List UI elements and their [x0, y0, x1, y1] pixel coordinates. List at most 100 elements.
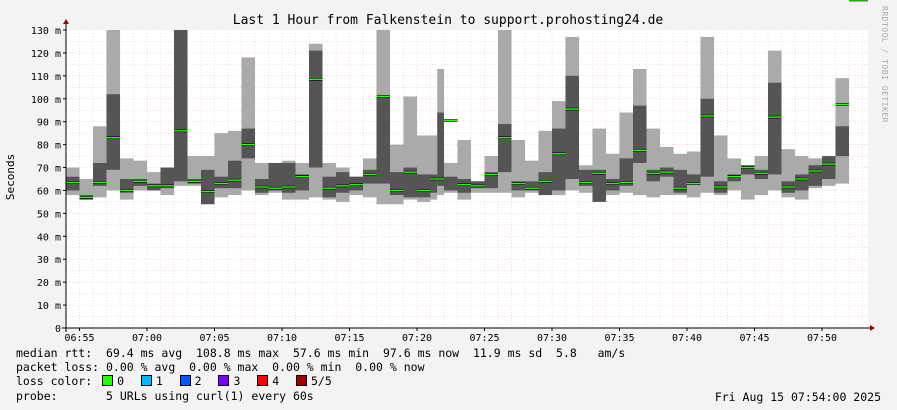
smoke-inner-bar: [417, 174, 431, 198]
x-tick-label: 07:15: [334, 333, 364, 344]
smoke-outer-bar: [646, 128, 660, 198]
y-tick-label: 110 m: [31, 72, 61, 83]
smoke-inner-bar: [484, 172, 498, 189]
smoke-inner-bar: [822, 156, 836, 179]
smoke-inner-bar: [376, 96, 390, 184]
smoke-inner-bar: [437, 112, 444, 186]
smoke-inner-bar: [106, 94, 120, 170]
y-tick-labels: 0 10 m 20 m 30 m 40 m 50 m 60 m 70 m 80 m 90 m 100…: [31, 26, 66, 335]
rrdtool-watermark: RRDTOOL / TOBI OETIKER: [880, 6, 889, 123]
loss-color-swatch-icon: [140, 375, 152, 386]
smoke-inner-bar: [511, 181, 525, 191]
smoke-inner-bar: [295, 174, 309, 191]
smoke-inner-bar: [282, 162, 296, 193]
smoke-inner-bar: [633, 105, 647, 163]
loss-color-swatch-label: 3: [233, 374, 255, 388]
smoke-outer-bar: [714, 135, 728, 196]
probe-line: probe: 5 URLs using curl(1) every 60s: [16, 389, 314, 403]
smoke-inner-bar: [687, 174, 701, 184]
smoke-inner-bar: [646, 169, 660, 182]
x-tick-labels: 06:55 07:00 07:05 07:10 07:15 07:20 07:25 07:30…: [64, 328, 837, 344]
smoke-outer-bar: [133, 160, 147, 191]
loss-color-swatch-label: 5/5: [311, 374, 346, 388]
smoke-outer-bar: [187, 156, 201, 186]
loss-color-swatch-label: 4: [272, 374, 294, 388]
smoke-inner-bar: [565, 75, 579, 179]
smoke-inner-bar: [538, 172, 552, 196]
y-tick-label: 100 m: [31, 95, 61, 106]
x-tick-label: 07:50: [807, 333, 837, 344]
axes: [62, 19, 875, 332]
smoke-inner-bar: [768, 82, 782, 175]
median-rtt-line: median rtt: 69.4 ms avg 108.8 ms max 57.…: [16, 346, 626, 360]
smoke-inner-bar: [430, 174, 438, 193]
smoke-inner-bar: [741, 165, 755, 175]
y-tick-label: 90 m: [37, 118, 61, 129]
smoke-inner-bar: [201, 169, 215, 205]
loss-color-swatch-label: 1: [155, 374, 177, 388]
x-tick-label: 07:25: [469, 333, 499, 344]
y-tick-label: 130 m: [31, 26, 61, 37]
x-tick-label: 07:45: [739, 333, 769, 344]
x-tick-label: 06:55: [64, 333, 94, 344]
x-axis-arrow: [870, 325, 875, 331]
loss-color-line: loss color: 0 1 2 3 4 5/5: [16, 375, 346, 388]
smoke-inner-bar: [795, 174, 809, 191]
loss-color-swatch-label: 2: [194, 374, 216, 388]
smoke-outer-bar: [79, 179, 93, 200]
x-tick-label: 07:20: [402, 333, 432, 344]
y-axis-arrow: [63, 19, 69, 24]
x-tick-label: 07:05: [199, 333, 229, 344]
smoke-inner-bar: [444, 176, 458, 191]
y-tick-label: 0: [55, 324, 61, 335]
loss-color-label: loss color:: [16, 374, 93, 388]
timestamp: Fri Aug 15 07:54:00 2025: [714, 390, 881, 404]
x-tick-label: 07:35: [604, 333, 634, 344]
y-tick-label: 120 m: [31, 49, 61, 60]
smoke-inner-bar: [93, 162, 107, 186]
x-tick-label: 07:40: [672, 333, 702, 344]
loss-color-swatch-label: 0: [117, 374, 138, 388]
smoke-outer-bar: [93, 126, 107, 198]
y-tick-label: 10 m: [37, 301, 61, 312]
smoke-inner-bar: [268, 162, 282, 191]
smoke-inner-bar: [552, 128, 566, 191]
smoke-bars: [66, 0, 868, 205]
loss-color-swatch-icon: [218, 375, 230, 386]
y-tick-label: 30 m: [37, 255, 61, 266]
y-axis-label: Seconds: [4, 154, 17, 200]
smoke-inner-bar: [363, 169, 377, 184]
smoke-inner-bar: [525, 181, 539, 191]
y-tick-label: 50 m: [37, 209, 61, 220]
y-tick-label: 70 m: [37, 164, 61, 175]
smoke-inner-bar: [592, 169, 606, 202]
y-tick-label: 40 m: [37, 232, 61, 243]
loss-color-swatch-icon: [179, 375, 191, 386]
smoke-inner-bar: [228, 160, 242, 189]
x-tick-label: 07:10: [267, 333, 297, 344]
smoke-inner-bar: [336, 172, 350, 193]
loss-color-swatch-icon: [257, 375, 269, 386]
smoke-inner-bar: [309, 50, 323, 168]
y-tick-label: 20 m: [37, 278, 61, 289]
smoke-inner-bar: [403, 167, 417, 198]
smoke-outer-bar: [241, 57, 255, 191]
chart-title: Last 1 Hour from Falkenstein to support.…: [233, 13, 664, 28]
loss-color-swatch-icon: [296, 375, 308, 386]
packet-loss-line: packet loss: 0.00 % avg 0.00 % max 0.00 …: [16, 360, 425, 374]
y-tick-label: 60 m: [37, 186, 61, 197]
y-tick-label: 80 m: [37, 141, 61, 152]
smoke-inner-bar: [619, 158, 633, 186]
smoke-inner-bar: [174, 30, 188, 182]
smoke-inner-bar: [808, 165, 822, 186]
smoke-inner-bar: [700, 98, 714, 177]
smoke-outer-bar: [430, 135, 438, 200]
smoke-inner-bar: [160, 167, 174, 189]
x-tick-label: 07:00: [132, 333, 162, 344]
loss-color-swatch-icon: [102, 375, 114, 386]
smoke-inner-bar: [498, 123, 512, 173]
loss-color-swatches: 0 1 2 3 4 5/5: [99, 374, 346, 388]
smokeping-chart: Last 1 Hour from Falkenstein to support.…: [4, 0, 875, 344]
x-tick-label: 07:30: [537, 333, 567, 344]
smoke-inner-bar: [835, 126, 849, 157]
